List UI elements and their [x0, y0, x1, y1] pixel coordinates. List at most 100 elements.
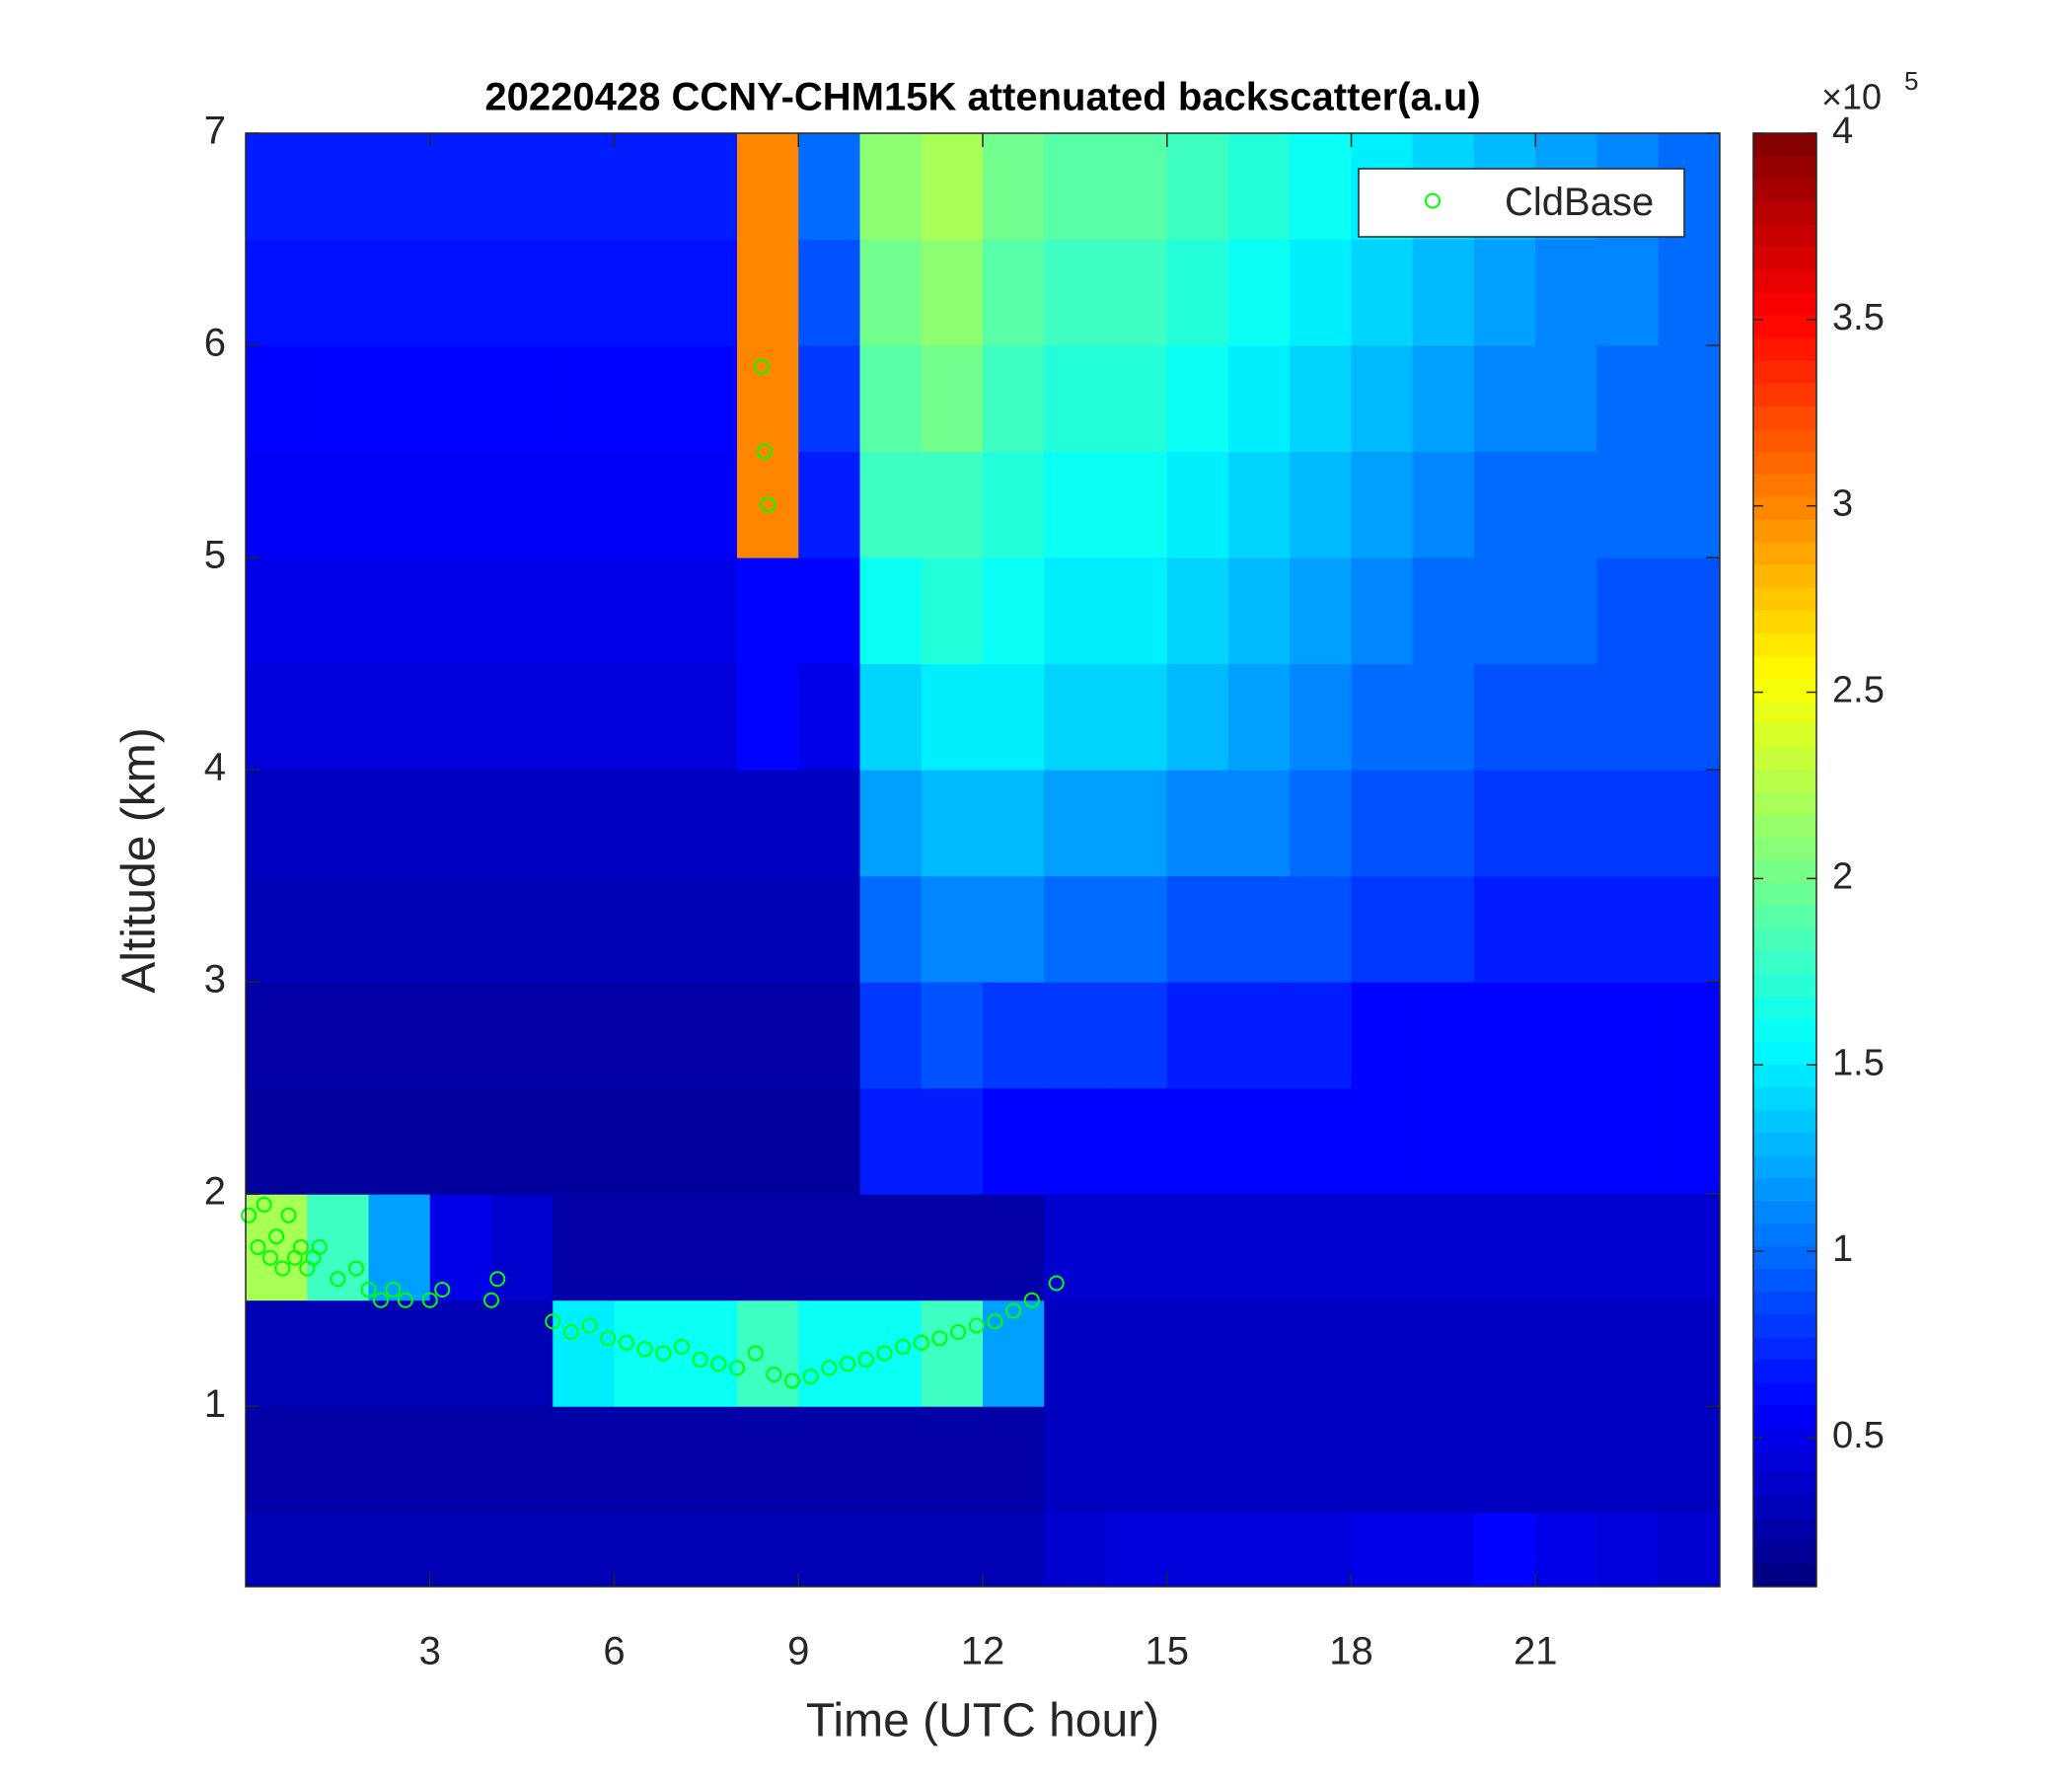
heatmap-cell: [675, 451, 738, 558]
heatmap-cell: [1044, 557, 1106, 665]
colorbar-swatch: [1753, 1018, 1816, 1043]
heatmap-cell: [1290, 557, 1352, 665]
heatmap-cell: [307, 1406, 369, 1514]
heatmap-cell: [246, 982, 308, 1089]
heatmap-cell: [1166, 663, 1229, 771]
colorbar-swatch: [1753, 1064, 1816, 1088]
colorbar-swatch: [1753, 678, 1816, 702]
heatmap-cell: [1474, 557, 1536, 665]
colorbar-exponent: 5: [1904, 66, 1918, 96]
heatmap-cell: [1105, 1406, 1168, 1514]
heatmap-cell: [1351, 875, 1414, 983]
scatter-point: [1023, 1292, 1040, 1308]
heatmap-cell: [368, 1194, 431, 1301]
heatmap-cell: [675, 770, 738, 877]
heatmap-cell: [859, 557, 923, 665]
heatmap-cell: [798, 875, 860, 983]
heatmap-cell: [798, 1299, 860, 1407]
heatmap-cell: [1044, 133, 1106, 241]
heatmap-cell: [1535, 1087, 1597, 1195]
heatmap-cell: [1105, 1299, 1168, 1407]
colorbar-swatch: [1753, 814, 1816, 838]
heatmap-cell: [1166, 770, 1229, 877]
heatmap-cell: [1290, 1512, 1352, 1588]
heatmap-cell: [1290, 133, 1352, 241]
heatmap-cell: [1351, 663, 1414, 771]
colorbar-tick-label: 3.5: [1832, 297, 1885, 338]
heatmap-cell: [798, 557, 860, 665]
heatmap-cell: [1658, 663, 1721, 771]
colorbar-swatch: [1753, 1291, 1816, 1315]
heatmap-cell: [737, 557, 799, 665]
scatter-point: [483, 1292, 499, 1308]
heatmap-cell: [921, 1194, 984, 1301]
colorbar-swatch: [1753, 1268, 1816, 1293]
heatmap-cell: [553, 663, 615, 771]
colorbar-swatch: [1753, 1495, 1816, 1520]
heatmap-cell: [491, 1512, 554, 1588]
heatmap-cell: [553, 133, 615, 241]
heatmap-cell: [1290, 982, 1352, 1089]
legend: CldBase: [1358, 168, 1685, 238]
heatmap-cell: [1596, 1194, 1660, 1301]
heatmap-cell: [1535, 239, 1597, 346]
heatmap-cell: [1596, 770, 1660, 877]
heatmap-cell: [1351, 770, 1414, 877]
scatter-point: [913, 1334, 929, 1351]
heatmap-cell: [614, 875, 677, 983]
heatmap-cell: [614, 557, 677, 665]
heatmap-cell: [1290, 875, 1352, 983]
heatmap-cell: [1290, 1087, 1352, 1195]
heatmap-cell: [1228, 557, 1291, 665]
heatmap-cell: [1044, 770, 1106, 877]
heatmap-cell: [1535, 875, 1597, 983]
legend-marker: [1425, 192, 1441, 209]
heatmap-cell: [1228, 982, 1291, 1089]
colorbar-multiplier: ×10: [1821, 77, 1882, 117]
heatmap-cell: [1596, 1087, 1660, 1195]
heatmap-cell: [1166, 1087, 1229, 1195]
colorbar-swatch: [1753, 882, 1816, 907]
heatmap-cell: [307, 1087, 369, 1195]
scatter-point: [489, 1271, 506, 1288]
colorbar-tick-label: 0.5: [1832, 1415, 1885, 1456]
heatmap-cell: [429, 451, 492, 558]
colorbar-swatch: [1753, 655, 1816, 679]
heatmap-cell: [1474, 1194, 1536, 1301]
heatmap-cell: [429, 1512, 492, 1588]
heatmap-cell: [1105, 345, 1168, 453]
heatmap-cell: [429, 1194, 492, 1301]
heatmap-cell: [737, 239, 799, 346]
colorbar-swatch: [1753, 1404, 1816, 1429]
heatmap-cell: [1474, 1406, 1536, 1514]
heatmap-cell: [1044, 982, 1106, 1089]
heatmap-cell: [553, 239, 615, 346]
heatmap-cell: [859, 982, 923, 1089]
heatmap-cell: [1412, 1299, 1475, 1407]
heatmap-cell: [1535, 1194, 1597, 1301]
scatter-point: [250, 1238, 266, 1255]
colorbar-swatch: [1753, 1540, 1816, 1565]
heatmap-cell: [798, 345, 860, 453]
heatmap-cell: [1535, 770, 1597, 877]
colorbar-swatch: [1753, 837, 1816, 860]
heatmap-cell: [1105, 1194, 1168, 1301]
colorbar-swatch: [1753, 928, 1816, 952]
colorbar-swatch: [1753, 1086, 1816, 1111]
heatmap-cell: [491, 557, 554, 665]
heatmap-cell: [1105, 663, 1168, 771]
colorbar-swatch: [1753, 1200, 1816, 1224]
scatter-point: [876, 1345, 893, 1362]
heatmap-cell: [1658, 557, 1721, 665]
heatmap-cell: [246, 345, 308, 453]
heatmap-cell: [614, 345, 677, 453]
heatmap-cell: [307, 982, 369, 1089]
heatmap-cell: [1412, 1406, 1475, 1514]
heatmap-cell: [553, 451, 615, 558]
heatmap-cell: [1596, 1512, 1660, 1588]
heatmap-cell: [614, 1299, 677, 1407]
heatmap-cell: [491, 239, 554, 346]
scatter-point: [950, 1323, 967, 1340]
colorbar-tick-label: 2: [1832, 855, 1853, 897]
